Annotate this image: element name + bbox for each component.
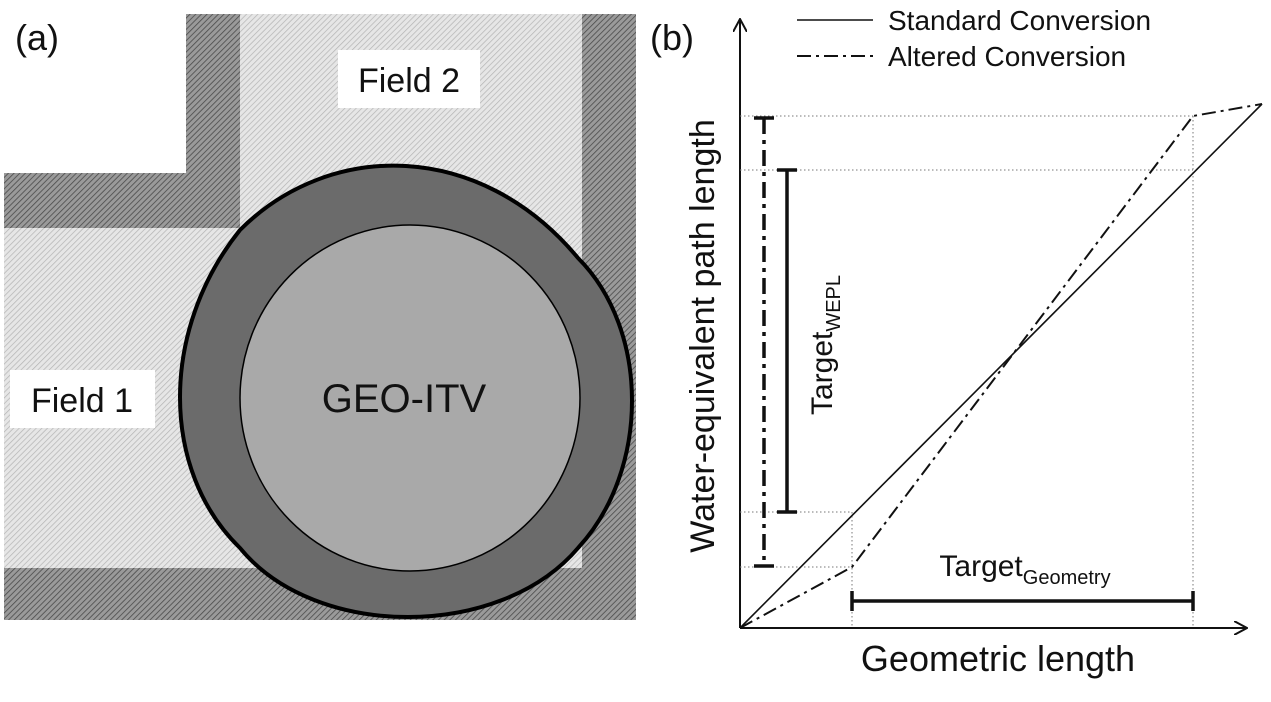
target-geometry-sub: Geometry — [1023, 567, 1111, 589]
geo-itv-circle — [239, 224, 581, 572]
target-wepl-label: TargetWEPL — [806, 275, 845, 415]
field-1-label-box — [10, 370, 155, 428]
geo-itv-label: GEO-ITV — [322, 377, 487, 421]
target-wepl-main: Target — [806, 331, 839, 415]
x-axis-label: Geometric length — [861, 638, 1135, 679]
target-wepl-sub: WEPL — [823, 275, 845, 332]
target-geometry-bar — [850, 591, 1195, 611]
legend: Standard Conversion Altered Conversion — [797, 5, 1151, 72]
altered-conversion-line — [739, 103, 1263, 629]
target-geometry-label: TargetGeometry — [939, 550, 1110, 589]
panel-b: (b) — [650, 5, 1263, 679]
standard-conversion-line — [739, 103, 1263, 629]
field-2-label-box — [338, 50, 480, 108]
legend-standard-label: Standard Conversion — [888, 5, 1151, 36]
field-2-label: Field 2 — [358, 62, 460, 100]
altered-wepl-bar — [754, 116, 774, 568]
target-wepl-bar — [777, 168, 797, 514]
y-axis-label: Water-equivalent path length — [684, 119, 722, 552]
panel-a-label: (a) — [15, 17, 59, 58]
panel-b-label: (b) — [650, 17, 694, 58]
panel-a: Field 2 Field 1 GEO-ITV (a) — [4, 14, 636, 620]
target-geometry-main: Target — [939, 550, 1023, 583]
legend-altered-label: Altered Conversion — [888, 41, 1126, 72]
field-1-label: Field 1 — [31, 382, 133, 420]
